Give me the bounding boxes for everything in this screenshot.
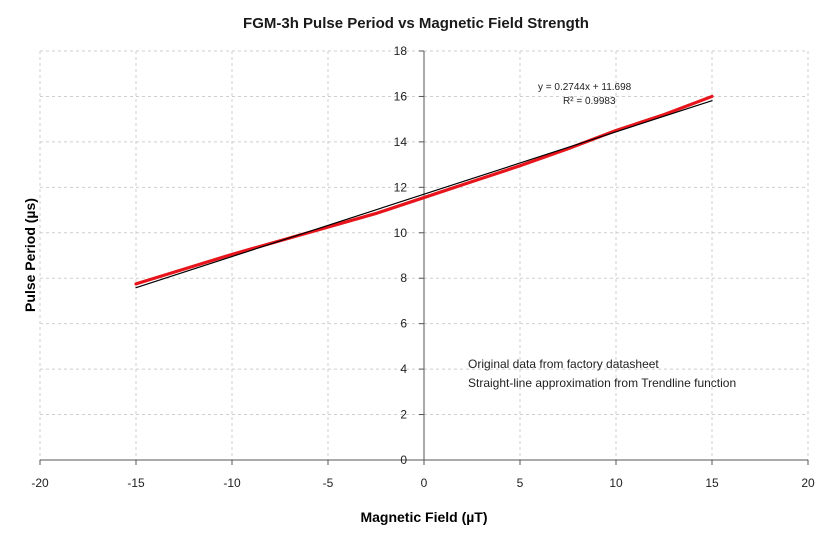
y-tick-label-9: 18: [394, 44, 408, 58]
x-axis-label: Magnetic Field (µT): [360, 509, 487, 525]
y-tick-label-1: 2: [400, 408, 407, 422]
x-tick-label-0: -20: [31, 476, 49, 490]
trendline-series-line: [135, 100, 713, 289]
chart-title: FGM-3h Pulse Period vs Magnetic Field St…: [243, 15, 589, 32]
y-tick-label-8: 16: [394, 89, 408, 103]
x-tick-label-8: 20: [801, 476, 815, 490]
x-tick-label-2: -10: [223, 476, 241, 490]
trendline-equation: y = 0.2744x + 11.698: [538, 82, 632, 93]
note-line-1: Original data from factory datasheet: [468, 357, 659, 371]
x-tick-label-6: 10: [609, 476, 623, 490]
x-tick-label-1: -15: [127, 476, 145, 490]
y-tick-label-2: 4: [400, 362, 407, 376]
axes: [39, 50, 809, 465]
y-tick-label-0: 0: [400, 453, 407, 467]
y-tick-label-3: 6: [400, 317, 407, 331]
y-axis-label: Pulse Period (µs): [22, 198, 38, 312]
trendline-r-squared: R² = 0.9983: [563, 96, 616, 107]
data-series-line: [134, 94, 714, 286]
x-tick-label-5: 5: [517, 476, 524, 490]
note-line-2: Straight-line approximation from Trendli…: [468, 376, 736, 390]
y-tick-label-4: 8: [400, 271, 407, 285]
x-tick-label-4: 0: [421, 476, 428, 490]
y-tick-label-7: 14: [394, 135, 408, 149]
y-tick-label-5: 10: [394, 226, 408, 240]
series-lines: [134, 94, 714, 289]
tick-labels: -20 -15 -10 -5 0 5 10 15 20 0 2 4 6 8 10 12 14 16 18: [31, 44, 815, 490]
y-tick-label-6: 12: [394, 180, 408, 194]
x-tick-label-3: -5: [323, 476, 334, 490]
x-tick-label-7: 15: [705, 476, 719, 490]
